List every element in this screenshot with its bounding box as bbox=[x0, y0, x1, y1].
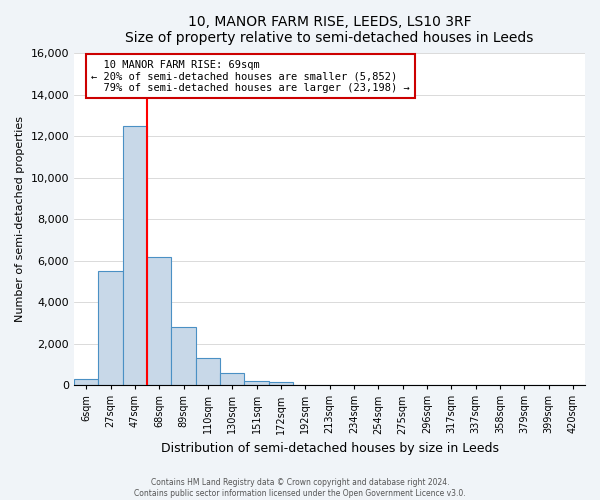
Bar bbox=[196, 358, 220, 385]
Bar bbox=[269, 382, 293, 385]
Y-axis label: Number of semi-detached properties: Number of semi-detached properties bbox=[15, 116, 25, 322]
Bar bbox=[74, 379, 98, 385]
X-axis label: Distribution of semi-detached houses by size in Leeds: Distribution of semi-detached houses by … bbox=[161, 442, 499, 455]
Bar bbox=[244, 380, 269, 385]
Bar bbox=[147, 256, 172, 385]
Text: 10 MANOR FARM RISE: 69sqm
← 20% of semi-detached houses are smaller (5,852)
  79: 10 MANOR FARM RISE: 69sqm ← 20% of semi-… bbox=[91, 60, 410, 92]
Bar bbox=[123, 126, 147, 385]
Bar bbox=[172, 327, 196, 385]
Bar bbox=[98, 271, 123, 385]
Text: Contains HM Land Registry data © Crown copyright and database right 2024.
Contai: Contains HM Land Registry data © Crown c… bbox=[134, 478, 466, 498]
Title: 10, MANOR FARM RISE, LEEDS, LS10 3RF
Size of property relative to semi-detached : 10, MANOR FARM RISE, LEEDS, LS10 3RF Siz… bbox=[125, 15, 534, 45]
Bar bbox=[220, 372, 244, 385]
